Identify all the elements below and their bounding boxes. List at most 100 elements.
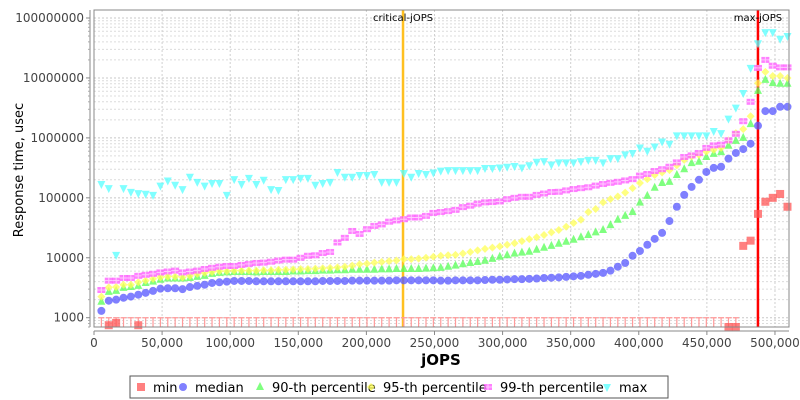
data-point bbox=[200, 182, 209, 191]
below-range-indicator bbox=[614, 317, 621, 327]
data-point bbox=[215, 278, 224, 287]
data-point bbox=[635, 172, 644, 179]
data-point-plus bbox=[451, 206, 460, 213]
data-point bbox=[672, 170, 681, 179]
data-point-plus bbox=[274, 257, 283, 264]
data-point-plus bbox=[643, 170, 652, 177]
data-point-plus bbox=[97, 286, 106, 293]
data-point bbox=[709, 163, 718, 172]
data-point-plus bbox=[466, 202, 475, 209]
data-point-plus bbox=[658, 166, 667, 173]
below-range-indicator bbox=[695, 317, 702, 327]
data-point bbox=[215, 179, 224, 188]
data-point bbox=[481, 244, 490, 253]
data-point bbox=[119, 280, 128, 289]
data-point bbox=[776, 102, 785, 111]
data-point bbox=[628, 176, 637, 183]
data-point bbox=[156, 284, 165, 293]
legend-label: median bbox=[195, 381, 244, 396]
data-point bbox=[643, 147, 652, 156]
data-point bbox=[562, 222, 571, 231]
data-point-plus bbox=[348, 227, 357, 234]
data-point-plus bbox=[687, 152, 696, 159]
data-point bbox=[606, 179, 615, 186]
data-point bbox=[768, 71, 777, 80]
below-range-indicator bbox=[703, 317, 710, 327]
data-point bbox=[658, 138, 667, 147]
data-point-plus bbox=[709, 142, 718, 149]
below-range-indicator bbox=[555, 317, 562, 327]
data-point bbox=[193, 281, 202, 290]
below-range-indicator bbox=[98, 317, 105, 327]
data-point bbox=[377, 221, 386, 228]
data-point bbox=[429, 252, 438, 261]
data-point bbox=[362, 276, 371, 285]
data-point-plus bbox=[613, 178, 622, 185]
data-point bbox=[702, 144, 711, 151]
data-point bbox=[495, 275, 504, 284]
below-range-indicator bbox=[526, 317, 533, 327]
x-tick-label: 250,000 bbox=[410, 336, 460, 350]
data-point bbox=[540, 158, 549, 167]
data-point-plus bbox=[753, 64, 762, 71]
data-point bbox=[421, 212, 430, 219]
data-point bbox=[348, 227, 357, 234]
data-point-plus bbox=[399, 216, 408, 223]
data-point-plus bbox=[746, 98, 755, 105]
data-point bbox=[753, 79, 762, 88]
data-point-plus bbox=[193, 267, 202, 274]
data-point bbox=[104, 321, 113, 330]
data-point bbox=[643, 190, 652, 199]
below-range-indicator bbox=[629, 317, 636, 327]
data-point bbox=[599, 225, 608, 234]
data-point bbox=[377, 264, 386, 273]
data-point bbox=[348, 261, 357, 270]
data-point bbox=[768, 107, 777, 116]
data-point bbox=[466, 167, 475, 176]
below-range-indicator bbox=[260, 317, 267, 327]
data-point-plus bbox=[333, 239, 342, 246]
data-point bbox=[554, 226, 563, 235]
data-point bbox=[753, 209, 762, 218]
legend-label: min bbox=[153, 381, 178, 396]
data-point-plus bbox=[318, 250, 327, 257]
data-point-plus bbox=[237, 261, 246, 268]
data-point bbox=[348, 173, 357, 182]
y-tick-label: 1000000 bbox=[31, 131, 84, 145]
data-point bbox=[421, 170, 430, 179]
data-point bbox=[510, 162, 519, 171]
data-point bbox=[731, 135, 740, 144]
data-point-plus bbox=[392, 217, 401, 224]
data-point bbox=[112, 251, 121, 260]
data-point bbox=[399, 169, 408, 178]
data-point bbox=[628, 251, 637, 260]
data-point bbox=[126, 280, 135, 289]
data-point bbox=[687, 158, 696, 167]
data-point bbox=[635, 178, 644, 187]
data-point bbox=[318, 179, 327, 188]
x-tick-label: 300,000 bbox=[478, 336, 528, 350]
data-point bbox=[134, 321, 143, 330]
data-point bbox=[267, 258, 276, 265]
data-point bbox=[385, 264, 394, 273]
data-point bbox=[525, 193, 534, 200]
data-point bbox=[414, 214, 423, 221]
legend-marker-min bbox=[137, 383, 145, 391]
data-point bbox=[517, 237, 526, 246]
data-point-plus bbox=[215, 263, 224, 270]
data-point bbox=[473, 167, 482, 176]
data-point-plus bbox=[495, 198, 504, 205]
data-point bbox=[584, 229, 593, 238]
data-point-plus bbox=[178, 269, 187, 276]
below-range-indicator bbox=[408, 317, 415, 327]
vertical-marker-lines: critical-jOPS max-jOPS bbox=[373, 10, 782, 327]
data-point bbox=[554, 159, 563, 168]
data-point-plus bbox=[259, 259, 268, 266]
data-point bbox=[613, 155, 622, 164]
data-point bbox=[606, 195, 615, 204]
data-point bbox=[739, 118, 748, 125]
y-tick-label: 10000 bbox=[46, 251, 84, 265]
data-point-plus bbox=[680, 153, 689, 160]
data-point bbox=[421, 276, 430, 285]
data-point-plus bbox=[621, 177, 630, 184]
